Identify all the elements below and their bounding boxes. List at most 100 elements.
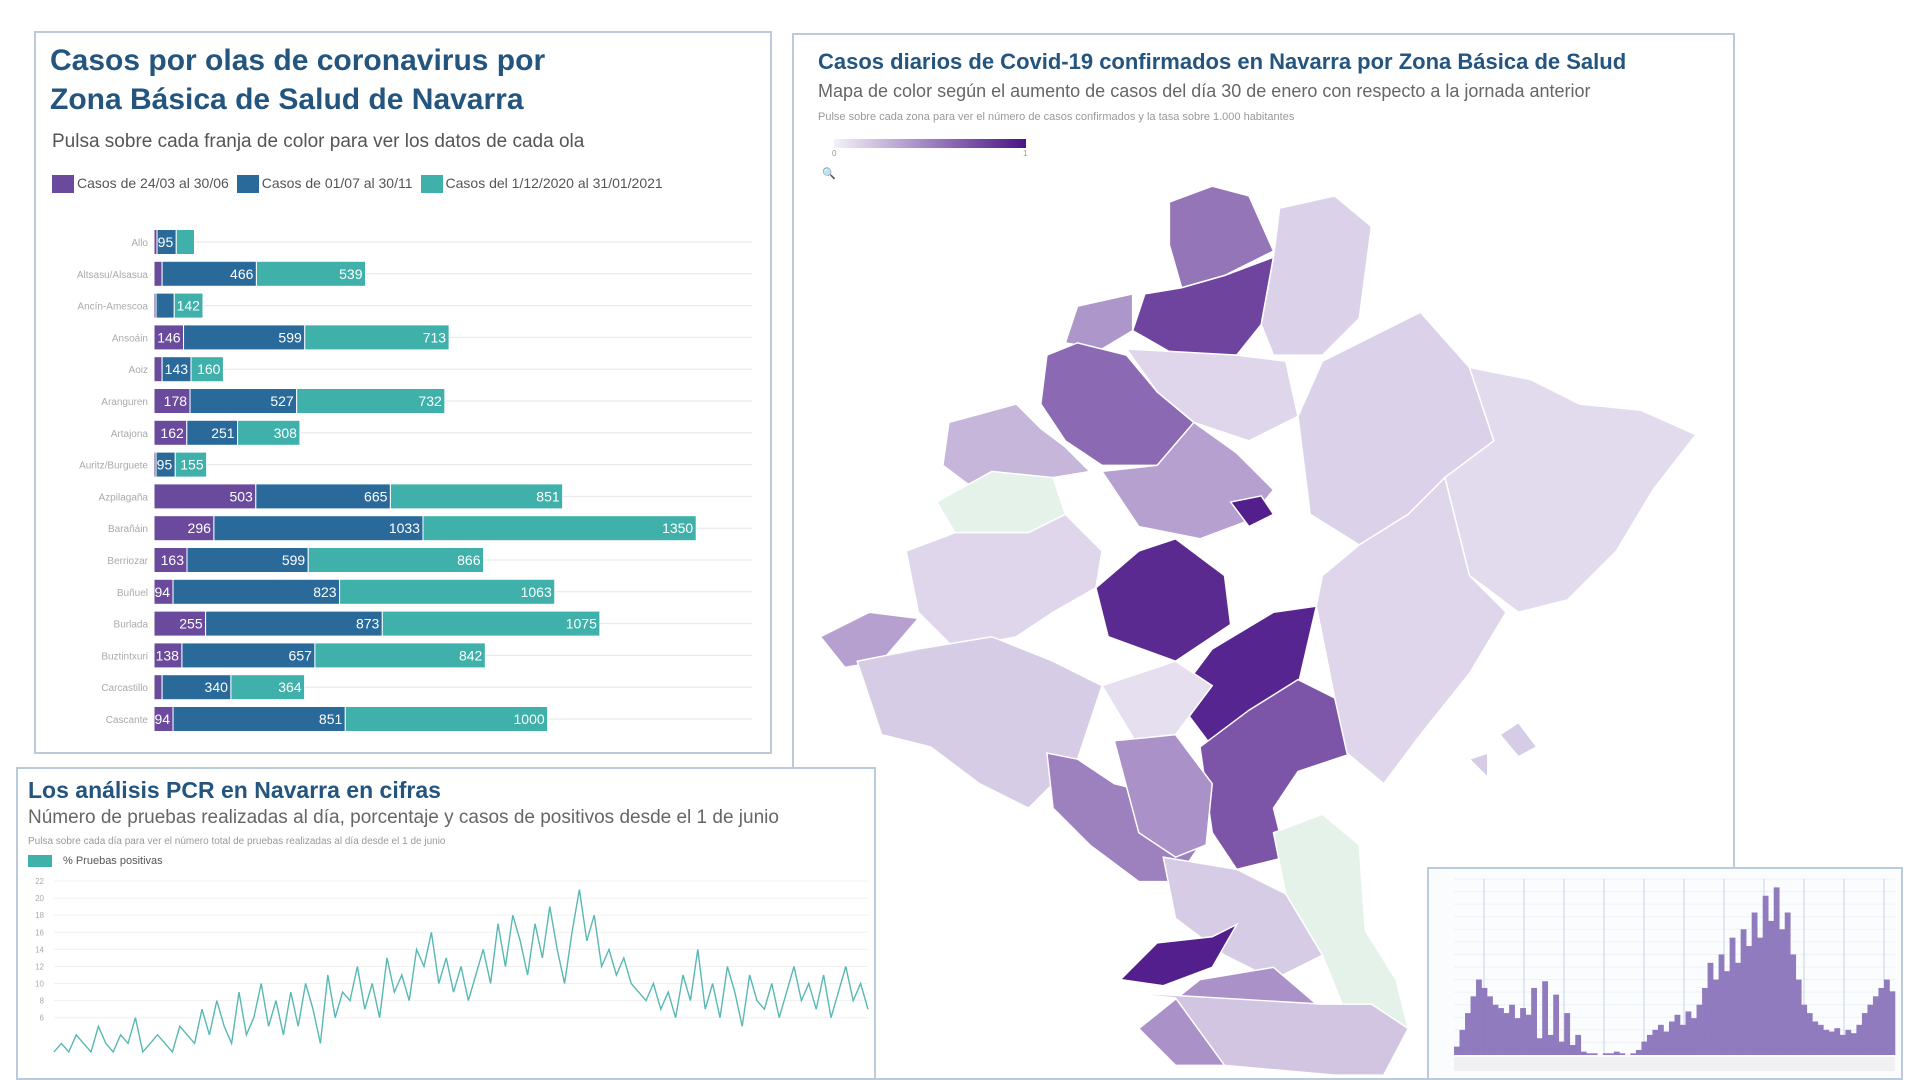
daily-cases-bar[interactable] xyxy=(1487,996,1493,1055)
daily-cases-bar[interactable] xyxy=(1591,1053,1598,1055)
daily-cases-bar[interactable] xyxy=(1668,1021,1675,1055)
daily-cases-bar[interactable] xyxy=(1817,1024,1824,1055)
daily-cases-bar[interactable] xyxy=(1707,962,1714,1055)
bar-segment[interactable] xyxy=(153,324,185,351)
bar-segment[interactable] xyxy=(181,642,316,669)
bar-segment[interactable] xyxy=(237,419,301,446)
bar-segment[interactable] xyxy=(189,388,298,414)
legend-wave2[interactable]: Casos de 01/07 al 30/11 xyxy=(236,175,413,194)
daily-cases-bar[interactable] xyxy=(1702,987,1708,1055)
daily-cases-bar[interactable] xyxy=(1558,1041,1565,1055)
daily-cases-bar[interactable] xyxy=(1492,1004,1499,1055)
bar-segment[interactable] xyxy=(153,356,163,383)
daily-cases-bar[interactable] xyxy=(1514,1018,1521,1055)
daily-cases-bar[interactable] xyxy=(1553,994,1560,1055)
health-zone[interactable] xyxy=(1113,733,1214,858)
daily-cases-bar[interactable] xyxy=(1509,1004,1515,1055)
daily-cases-bar[interactable] xyxy=(1839,1034,1846,1055)
daily-cases-bar[interactable] xyxy=(1663,1031,1670,1055)
daily-cases-bar[interactable] xyxy=(1580,1051,1587,1055)
daily-cases-bar[interactable] xyxy=(1520,1008,1526,1055)
daily-cases-bar[interactable] xyxy=(1531,987,1537,1055)
bar-segment[interactable] xyxy=(155,292,175,319)
daily-cases-bar[interactable] xyxy=(1641,1041,1648,1055)
bar-segment[interactable] xyxy=(172,706,346,732)
daily-cases-bar[interactable] xyxy=(1867,1004,1874,1055)
daily-cases-bar[interactable] xyxy=(1834,1028,1841,1055)
bar-segment[interactable] xyxy=(153,642,183,669)
health-zone[interactable] xyxy=(819,611,920,669)
daily-cases-bar[interactable] xyxy=(1465,1013,1471,1055)
bar-segment[interactable] xyxy=(314,642,486,669)
daily-cases-bar[interactable] xyxy=(1498,1008,1504,1055)
daily-cases-bar[interactable] xyxy=(1779,929,1786,1055)
daily-cases-bar[interactable] xyxy=(1889,991,1896,1055)
bar-segment[interactable] xyxy=(213,515,424,542)
pcr-legend[interactable]: % Pruebas positivas xyxy=(28,855,163,867)
daily-cases-bar[interactable] xyxy=(1635,1049,1642,1055)
daily-cases-bar[interactable] xyxy=(1674,1014,1681,1055)
bar-segment[interactable] xyxy=(153,260,163,287)
daily-cases-bar[interactable] xyxy=(1602,1053,1609,1055)
daily-cases-bar[interactable] xyxy=(1768,920,1775,1055)
daily-cases-bar[interactable] xyxy=(1828,1031,1835,1055)
daily-cases-bar[interactable] xyxy=(1691,1018,1697,1055)
legend-wave1[interactable]: Casos de 24/03 al 30/06 xyxy=(52,175,229,194)
daily-cases-bar[interactable] xyxy=(1740,929,1747,1055)
bar-segment[interactable] xyxy=(296,388,446,414)
bar-segment[interactable] xyxy=(344,706,549,732)
daily-cases-bar[interactable] xyxy=(1481,987,1488,1055)
daily-cases-bar[interactable] xyxy=(1470,996,1477,1055)
daily-cases-bar[interactable] xyxy=(1872,996,1879,1055)
bar-segment[interactable] xyxy=(205,610,383,637)
daily-cases-bar[interactable] xyxy=(1613,1051,1620,1055)
bar-segment[interactable] xyxy=(255,260,367,287)
bar-segment[interactable] xyxy=(153,674,163,701)
daily-cases-bar[interactable] xyxy=(1459,1029,1466,1055)
daily-cases-bar[interactable] xyxy=(1806,1013,1813,1055)
health-zone[interactable] xyxy=(1114,991,1410,1076)
health-zone[interactable] xyxy=(1064,292,1134,350)
bar-segment[interactable] xyxy=(230,674,306,701)
health-zone[interactable] xyxy=(1168,185,1275,289)
bar-segment[interactable] xyxy=(186,547,309,573)
daily-cases-bar[interactable] xyxy=(1878,987,1885,1055)
daily-cases-bar[interactable] xyxy=(1746,946,1752,1055)
health-zone[interactable] xyxy=(905,513,1103,650)
daily-cases-bar[interactable] xyxy=(1503,1013,1510,1055)
daily-cases-bar[interactable] xyxy=(1812,1021,1819,1055)
daily-cases-bar[interactable] xyxy=(1856,1024,1863,1055)
health-zone[interactable] xyxy=(1315,476,1508,785)
bar-segment[interactable] xyxy=(381,610,601,637)
daily-cases-bar[interactable] xyxy=(1729,937,1736,1055)
health-zone[interactable] xyxy=(1229,495,1275,528)
bar-segment[interactable] xyxy=(389,483,564,510)
daily-cases-bar[interactable] xyxy=(1801,1004,1808,1055)
daily-cases-bar[interactable] xyxy=(1685,1011,1692,1055)
daily-cases-bar[interactable] xyxy=(1795,979,1802,1055)
health-zone[interactable] xyxy=(1162,856,1324,981)
health-zone[interactable] xyxy=(942,403,1092,485)
daily-cases-bar[interactable] xyxy=(1861,1013,1868,1055)
daily-cases-bar[interactable] xyxy=(1646,1034,1653,1055)
bar-segment[interactable] xyxy=(174,451,208,478)
daily-cases-bar[interactable] xyxy=(1790,954,1797,1055)
bar-segment[interactable] xyxy=(153,515,215,542)
daily-cases-bar[interactable] xyxy=(1657,1024,1664,1055)
daily-cases-bar[interactable] xyxy=(1630,1053,1637,1055)
health-zone[interactable] xyxy=(1095,537,1232,663)
daily-cases-bar[interactable] xyxy=(1850,1033,1857,1055)
health-zone[interactable] xyxy=(1100,421,1275,540)
daily-cases-bar[interactable] xyxy=(1713,979,1719,1055)
daily-cases-bar[interactable] xyxy=(1652,1029,1659,1055)
bar-segment[interactable] xyxy=(153,483,257,510)
health-zone[interactable] xyxy=(1100,660,1214,748)
bar-segment[interactable] xyxy=(153,610,207,637)
daily-cases-bar[interactable] xyxy=(1757,937,1763,1055)
bar-segment[interactable] xyxy=(304,324,450,351)
daily-cases-bar[interactable] xyxy=(1476,979,1482,1055)
health-zone[interactable] xyxy=(1199,678,1355,871)
daily-cases-bar[interactable] xyxy=(1564,1013,1571,1055)
daily-cases-bar[interactable] xyxy=(1680,1024,1686,1055)
daily-cases-bar[interactable] xyxy=(1608,1053,1615,1055)
